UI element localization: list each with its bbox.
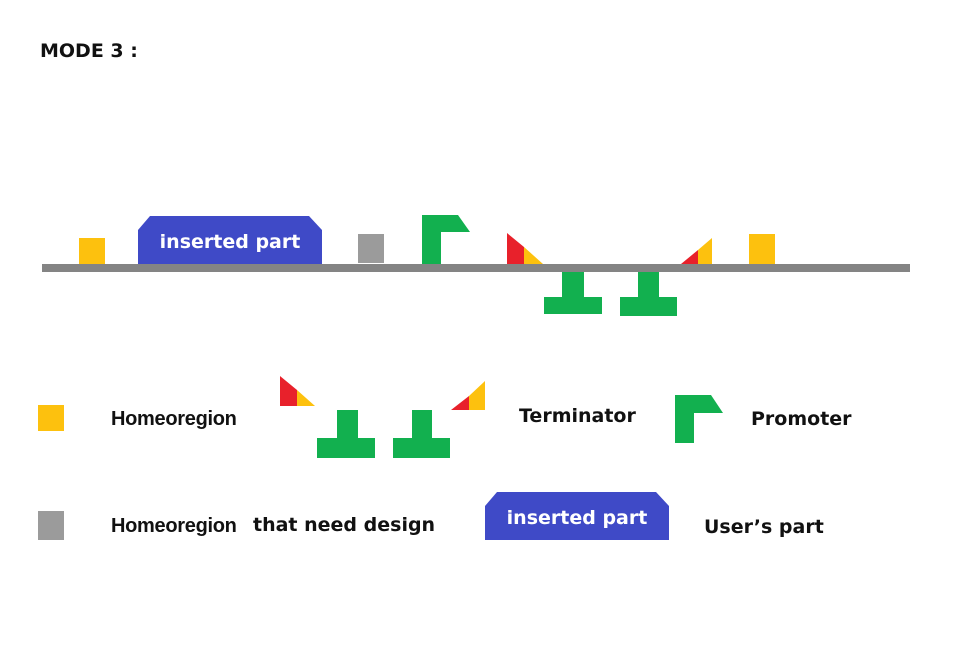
inserted-part-label: inserted part bbox=[160, 231, 301, 253]
legend-design-homeoregion-suffix: that need design bbox=[253, 514, 436, 536]
terminator-t-symbol bbox=[620, 272, 677, 316]
terminator-t-symbol bbox=[544, 272, 602, 314]
legend-terminator-triangle-forward bbox=[280, 376, 315, 406]
promoter-symbol bbox=[422, 215, 470, 264]
legend-terminator-label: Terminator bbox=[519, 405, 636, 427]
mode-title: MODE 3 : bbox=[40, 40, 138, 62]
legend-terminator-t-symbol bbox=[317, 410, 375, 458]
legend-inserted-part-label: inserted part bbox=[507, 507, 648, 529]
legend-design-homeoregion-square bbox=[38, 511, 64, 540]
homeoregion-left bbox=[79, 238, 105, 264]
legend-users-part-label: User’s part bbox=[704, 516, 824, 538]
homeoregion-right bbox=[749, 234, 775, 264]
legend-promoter-label: Promoter bbox=[751, 408, 852, 430]
legend-homeoregion-square bbox=[38, 405, 64, 431]
legend-terminator-triangle-reverse bbox=[451, 381, 485, 410]
design-homeoregion bbox=[358, 234, 384, 263]
legend-terminator-t-symbol bbox=[393, 410, 450, 458]
legend-design-homeoregion-label: Homeoregion bbox=[111, 515, 237, 537]
dna-backbone bbox=[42, 264, 910, 272]
legend-homeoregion-label: Homeoregion bbox=[111, 408, 237, 430]
legend-inserted-part-block: inserted part bbox=[485, 492, 669, 540]
legend-promoter-symbol bbox=[675, 395, 723, 443]
terminator-triangle-forward bbox=[507, 233, 543, 264]
inserted-part-block: inserted part bbox=[138, 216, 322, 264]
terminator-triangle-reverse bbox=[681, 238, 712, 264]
